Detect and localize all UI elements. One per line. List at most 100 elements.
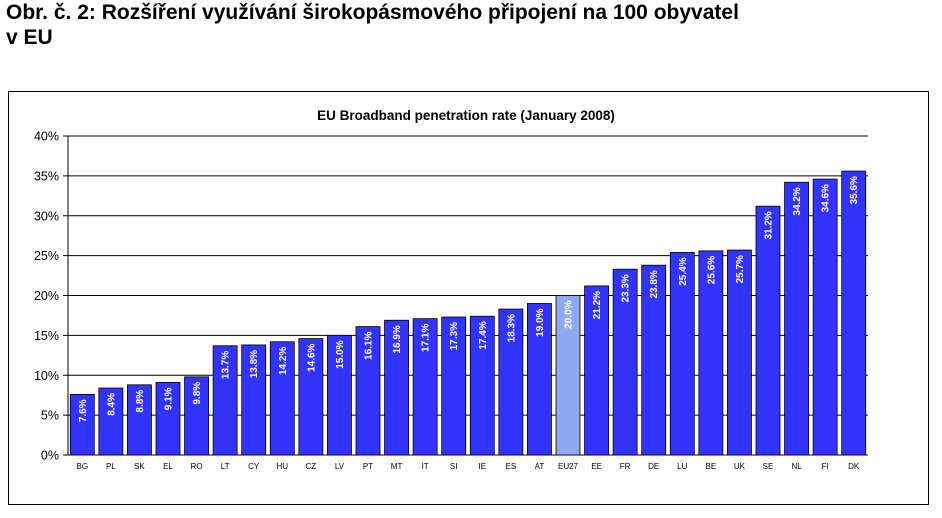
bar-pt	[355, 326, 381, 456]
page-heading: Obr. č. 2: Rozšíření využívání širokopás…	[6, 0, 936, 50]
bar-be	[698, 250, 724, 456]
data-label: 9.8%	[192, 382, 203, 405]
bar-cz	[298, 338, 324, 456]
x-tick-label: MT	[391, 462, 403, 471]
x-tick-label: NL	[791, 462, 802, 471]
bar-el	[155, 382, 181, 456]
bar-fr	[612, 268, 638, 456]
bar-si	[441, 316, 467, 456]
data-label: 14.2%	[278, 347, 289, 375]
data-label: 7.6%	[78, 399, 89, 422]
data-label: 16.1%	[364, 331, 375, 359]
page-heading-line2: v EU	[6, 26, 53, 49]
bar-uk	[727, 249, 752, 456]
x-tick-label: EL	[163, 462, 173, 471]
x-tick-label: FI	[822, 462, 829, 471]
x-tick-label: UK	[734, 462, 746, 471]
bar-chart: EU Broadband penetration rate (January 2…	[34, 108, 868, 471]
data-label: 13.7%	[221, 351, 232, 379]
chart-title: EU Broadband penetration rate (January 2…	[317, 108, 615, 123]
y-tick-label: 15%	[34, 329, 59, 343]
x-tick-label: EU27	[558, 462, 579, 471]
bar-es	[498, 308, 524, 456]
bar-se	[755, 205, 781, 456]
bar-layer	[69, 170, 867, 456]
x-tick-label: BE	[706, 462, 717, 471]
data-label: 21.2%	[592, 291, 603, 319]
data-label: 18.3%	[506, 314, 517, 342]
data-label: 31.2%	[764, 211, 775, 239]
bar-lu	[669, 252, 695, 456]
bar-sk	[127, 384, 152, 456]
x-tick-label: SK	[134, 462, 145, 471]
data-label: 15.0%	[335, 340, 346, 368]
x-tick-label: AT	[535, 462, 545, 471]
bar-ie	[469, 315, 495, 456]
y-tick-label: 20%	[34, 289, 59, 303]
bar-hu	[269, 341, 295, 456]
x-tick-label: DK	[848, 462, 860, 471]
data-label: 17.1%	[421, 324, 432, 352]
data-label: 25.4%	[678, 257, 689, 285]
bar-lt	[212, 345, 238, 456]
page-heading-line1: Obr. č. 2: Rozšíření využívání širokopás…	[6, 1, 739, 24]
y-tick-label: 40%	[34, 130, 59, 144]
x-tick-label: CZ	[306, 462, 317, 471]
data-label: 16.9%	[392, 325, 403, 353]
bar-pl	[98, 387, 124, 456]
x-tick-label: ES	[506, 462, 517, 471]
data-label: 17.4%	[478, 321, 489, 349]
bar-mt	[384, 319, 409, 456]
bar-dk	[841, 170, 867, 456]
x-tick-label: IE	[479, 462, 487, 471]
data-label: 9.1%	[164, 387, 175, 410]
x-tick-label: HU	[277, 462, 289, 471]
data-label: 35.6%	[849, 176, 860, 204]
bar-ee	[584, 285, 609, 456]
y-tick-label: 25%	[34, 249, 59, 263]
x-tick-label: EE	[591, 462, 602, 471]
data-label: 8.8%	[135, 390, 146, 413]
label-layer: BG 7.6% PL 8.4% SK 8.8% EL 9.1% RO 9.8% LT 13.7% CY 1…	[77, 176, 861, 471]
bar-nl	[784, 181, 809, 456]
y-tick-label: 35%	[34, 169, 59, 183]
data-label: 25.6%	[706, 256, 717, 284]
bar-cy	[241, 344, 267, 456]
x-tick-label: SI	[450, 462, 458, 471]
data-label: 20.0%	[564, 300, 575, 328]
bar-at	[527, 303, 552, 456]
data-label: 8.4%	[106, 393, 117, 416]
x-tick-label: LV	[335, 462, 345, 471]
bar-ro	[184, 376, 209, 456]
y-tick-label: 10%	[34, 369, 59, 383]
chart-frame: EU Broadband penetration rate (January 2…	[8, 91, 929, 505]
data-label: 34.2%	[792, 187, 803, 215]
data-label: 17.3%	[449, 322, 460, 350]
bar-bg	[69, 393, 95, 456]
x-tick-label: PL	[106, 462, 116, 471]
bar-lv	[327, 334, 352, 456]
bar-de	[641, 264, 667, 456]
x-tick-label: IT	[422, 462, 429, 471]
x-tick-label: CY	[248, 462, 260, 471]
y-tick-label: 0%	[41, 449, 59, 463]
x-tick-label: FR	[620, 462, 631, 471]
data-label: 14.6%	[306, 343, 317, 371]
x-tick-label: LT	[221, 462, 230, 471]
x-tick-label: LU	[677, 462, 687, 471]
data-label: 25.7%	[735, 255, 746, 283]
bar-it	[412, 318, 438, 456]
y-tick-label: 5%	[41, 409, 59, 423]
bar-fi	[812, 178, 838, 456]
x-tick-label: PT	[363, 462, 373, 471]
data-label: 13.8%	[249, 350, 260, 378]
x-tick-label: SE	[763, 462, 774, 471]
x-tick-label: BG	[77, 462, 89, 471]
bar-eu27	[555, 295, 581, 456]
data-label: 19.0%	[535, 308, 546, 336]
x-tick-label: DE	[648, 462, 659, 471]
x-tick-label: RO	[191, 462, 203, 471]
y-tick-label: 30%	[34, 209, 59, 223]
data-label: 23.8%	[649, 270, 660, 298]
data-label: 34.6%	[821, 184, 832, 212]
